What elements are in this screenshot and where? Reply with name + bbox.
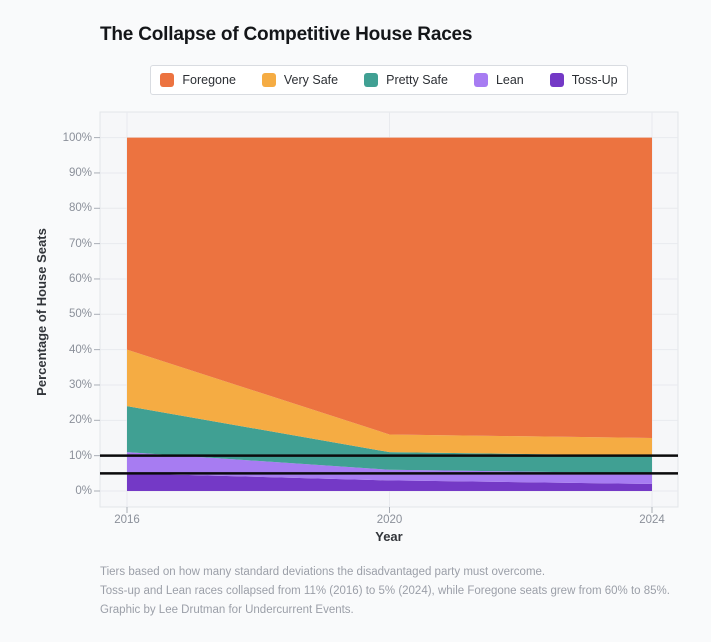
y-tick-label: 40% [68, 343, 92, 356]
area-toss-up [127, 473, 652, 491]
y-tick-label: 60% [68, 272, 92, 285]
y-tick-label: 90% [68, 166, 92, 179]
y-tick-label: 50% [68, 308, 92, 321]
y-tick-label: 0% [75, 485, 92, 497]
area-foregone [127, 137, 652, 438]
legend-item-foregone: Foregone [160, 73, 236, 87]
legend-swatch [364, 73, 379, 87]
x-axis-title: Year [375, 529, 403, 544]
caption-line: Tiers based on how many standard deviati… [100, 566, 546, 578]
y-tick-label: 10% [68, 449, 92, 462]
legend-label: Toss-Up [571, 73, 618, 87]
x-tick-label: 2020 [376, 514, 403, 526]
legend-item-lean: Lean [473, 73, 524, 87]
legend-label: Very Safe [283, 73, 339, 87]
x-tick-label: 2016 [114, 514, 140, 526]
y-tick-label: 30% [68, 378, 92, 391]
y-tick-label: 20% [68, 414, 92, 427]
legend-label: Lean [495, 73, 524, 87]
legend-label: Pretty Safe [386, 73, 448, 87]
y-tick-label: 70% [68, 237, 92, 250]
chart-title: The Collapse of Competitive House Races [100, 24, 473, 45]
area-very-safe [127, 349, 652, 456]
legend-swatch [160, 73, 175, 87]
legend-item-toss-up: Toss-Up [549, 73, 618, 87]
x-tick-label: 2024 [639, 514, 665, 526]
legend-swatch [473, 73, 488, 87]
legend-label: Foregone [182, 73, 236, 87]
legend-item-pretty-safe: Pretty Safe [364, 73, 448, 87]
legend-swatch [549, 73, 564, 87]
legend: Foregone Very Safe Pretty Safe Lean Toss-Up [150, 65, 628, 95]
y-tick-label: 100% [62, 131, 92, 144]
y-tick-label: 80% [68, 202, 92, 215]
legend-item-very-safe: Very Safe [261, 73, 339, 87]
area-lean [127, 452, 652, 484]
caption-block: Tiers based on how many standard deviati… [100, 563, 670, 620]
caption-line: Graphic by Lee Drutman for Undercurrent … [100, 604, 354, 616]
legend-swatch [261, 73, 276, 87]
caption-line: Toss-up and Lean races collapsed from 11… [100, 585, 670, 597]
